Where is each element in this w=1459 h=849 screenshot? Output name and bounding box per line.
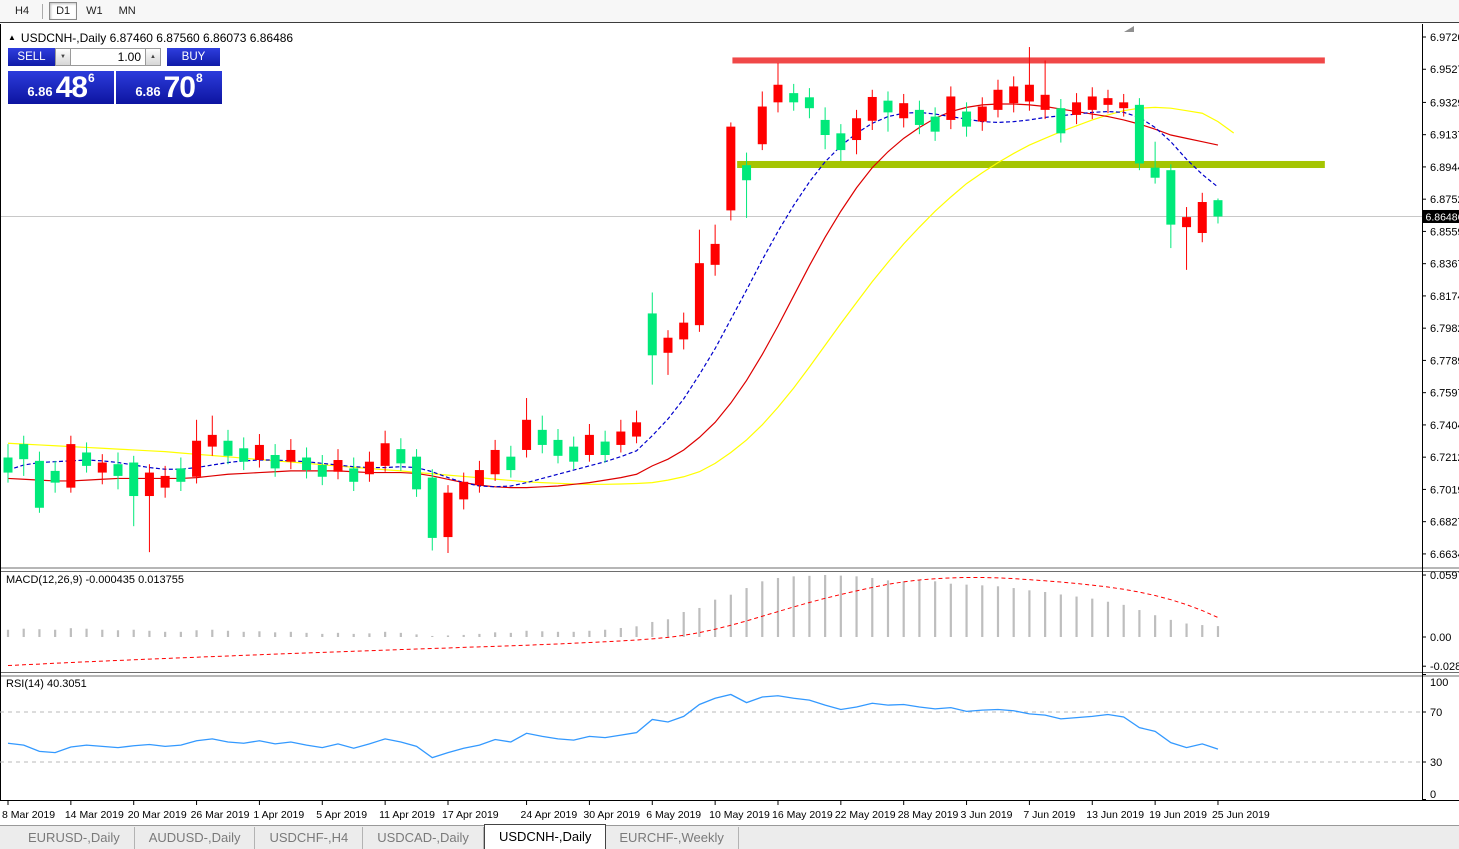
sell-button[interactable]: SELL (8, 48, 55, 66)
svg-text:16 May 2019: 16 May 2019 (772, 809, 833, 821)
svg-text:19 Jun 2019: 19 Jun 2019 (1149, 809, 1207, 821)
sell-price-button[interactable]: 6.86 48 6 (8, 71, 114, 104)
svg-text:20 Mar 2019: 20 Mar 2019 (128, 809, 187, 821)
buy-button[interactable]: BUY (167, 48, 220, 66)
chart-canvas[interactable]: MACD(12,26,9) -0.000435 0.013755 RSI(14) … (0, 24, 1459, 825)
tab-eurchf-weekly[interactable]: EURCHF-,Weekly (605, 827, 739, 849)
svg-text:6.81745: 6.81745 (1430, 291, 1459, 303)
svg-text:6 May 2019: 6 May 2019 (646, 809, 701, 821)
svg-text:22 May 2019: 22 May 2019 (835, 809, 896, 821)
svg-text:MACD(12,26,9) -0.000435 0.0137: MACD(12,26,9) -0.000435 0.013755 (6, 574, 184, 586)
svg-text:6.95275: 6.95275 (1430, 64, 1459, 76)
svg-text:70: 70 (1430, 707, 1442, 719)
svg-text:6.77895: 6.77895 (1430, 355, 1459, 367)
svg-text:6.97200: 6.97200 (1430, 32, 1459, 44)
volume-increase-button[interactable]: ▲ (145, 48, 161, 66)
svg-text:25 Jun 2019: 25 Jun 2019 (1212, 809, 1270, 821)
timeframe-button-h4[interactable]: H4 (15, 5, 30, 17)
collapse-arrow-icon[interactable]: ▲ (8, 33, 16, 42)
svg-text:14 Mar 2019: 14 Mar 2019 (65, 809, 124, 821)
svg-text:6.91370: 6.91370 (1430, 130, 1459, 142)
svg-text:0: 0 (1430, 789, 1436, 801)
svg-text:8 Mar 2019: 8 Mar 2019 (2, 809, 55, 821)
svg-text:17 Apr 2019: 17 Apr 2019 (442, 809, 499, 821)
buy-price-pip: 8 (196, 71, 203, 85)
svg-text:3 Jun 2019: 3 Jun 2019 (961, 809, 1013, 821)
svg-text:28 May 2019: 28 May 2019 (898, 809, 959, 821)
chevron-down-icon: ▼ (60, 54, 66, 60)
tab-audusd-daily[interactable]: AUDUSD-,Daily (135, 827, 256, 849)
chart-title-text: USDCNH-,Daily 6.87460 6.87560 6.86073 6.… (20, 31, 294, 45)
svg-text:5 Apr 2019: 5 Apr 2019 (316, 809, 367, 821)
svg-text:11 Apr 2019: 11 Apr 2019 (379, 809, 435, 821)
tab-usdchf-h4[interactable]: USDCHF-,H4 (255, 827, 364, 849)
tab-usdcad-daily[interactable]: USDCAD-,Daily (363, 827, 484, 849)
svg-text:6.79820: 6.79820 (1430, 323, 1459, 335)
buy-price-big: 70 (163, 71, 196, 105)
svg-text:RSI(14) 40.3051: RSI(14) 40.3051 (6, 678, 87, 690)
svg-text:6.89445: 6.89445 (1430, 162, 1459, 174)
chart-tab-bar: EURUSD-,Daily AUDUSD-,Daily USDCHF-,H4 U… (0, 824, 1459, 849)
toolbar-divider (42, 3, 44, 19)
chevron-up-icon: ▲ (150, 54, 156, 60)
svg-text:6.74045: 6.74045 (1430, 420, 1459, 432)
timeframe-button-w1[interactable]: W1 (86, 5, 103, 17)
svg-text:1 Apr 2019: 1 Apr 2019 (253, 809, 304, 821)
svg-text:0.00: 0.00 (1430, 632, 1451, 644)
svg-text:6.93295: 6.93295 (1430, 97, 1459, 109)
tab-eurusd-daily[interactable]: EURUSD-,Daily (14, 827, 135, 849)
svg-text:6.70195: 6.70195 (1430, 484, 1459, 496)
timeframe-button-mn[interactable]: MN (118, 5, 136, 17)
svg-text:24 Apr 2019: 24 Apr 2019 (521, 809, 578, 821)
chart-window: MACD(12,26,9) -0.000435 0.013755 RSI(14) … (0, 24, 1459, 825)
chart-title: ▲ USDCNH-,Daily 6.87460 6.87560 6.86073 6… (8, 31, 293, 45)
svg-text:0.059758: 0.059758 (1430, 570, 1459, 582)
svg-text:10 May 2019: 10 May 2019 (709, 809, 770, 821)
svg-text:6.86486: 6.86486 (1426, 211, 1459, 223)
svg-text:13 Jun 2019: 13 Jun 2019 (1086, 809, 1144, 821)
svg-text:26 Mar 2019: 26 Mar 2019 (191, 809, 250, 821)
svg-text:7 Jun 2019: 7 Jun 2019 (1023, 809, 1075, 821)
svg-text:6.72120: 6.72120 (1430, 452, 1459, 464)
svg-text:6.66345: 6.66345 (1430, 549, 1459, 561)
tab-usdcnh-daily[interactable]: USDCNH-,Daily (483, 824, 607, 849)
svg-text:100: 100 (1430, 677, 1448, 689)
svg-text:6.87520: 6.87520 (1430, 194, 1459, 206)
sell-price-big: 48 (55, 71, 88, 105)
svg-text:-0.02816: -0.02816 (1430, 661, 1459, 673)
svg-text:6.85595: 6.85595 (1430, 226, 1459, 238)
sell-price-prefix: 6.86 (27, 84, 53, 99)
svg-text:30: 30 (1430, 757, 1442, 769)
timeframe-toolbar: H4 D1 W1 MN (0, 0, 1459, 23)
svg-text:30 Apr 2019: 30 Apr 2019 (583, 809, 640, 821)
volume-input[interactable] (71, 48, 145, 66)
buy-price-button[interactable]: 6.86 70 8 (116, 71, 222, 104)
one-click-trading-panel: SELL ▼ ▲ BUY 6.86 48 6 6.86 70 8 (8, 48, 224, 104)
timeframe-button-d1[interactable]: D1 (49, 2, 78, 20)
svg-text:6.68270: 6.68270 (1430, 517, 1459, 529)
volume-decrease-button[interactable]: ▼ (55, 48, 71, 66)
sell-price-pip: 6 (88, 71, 95, 85)
svg-text:6.75970: 6.75970 (1430, 388, 1459, 400)
svg-text:6.83670: 6.83670 (1430, 259, 1459, 271)
buy-price-prefix: 6.86 (135, 84, 161, 99)
